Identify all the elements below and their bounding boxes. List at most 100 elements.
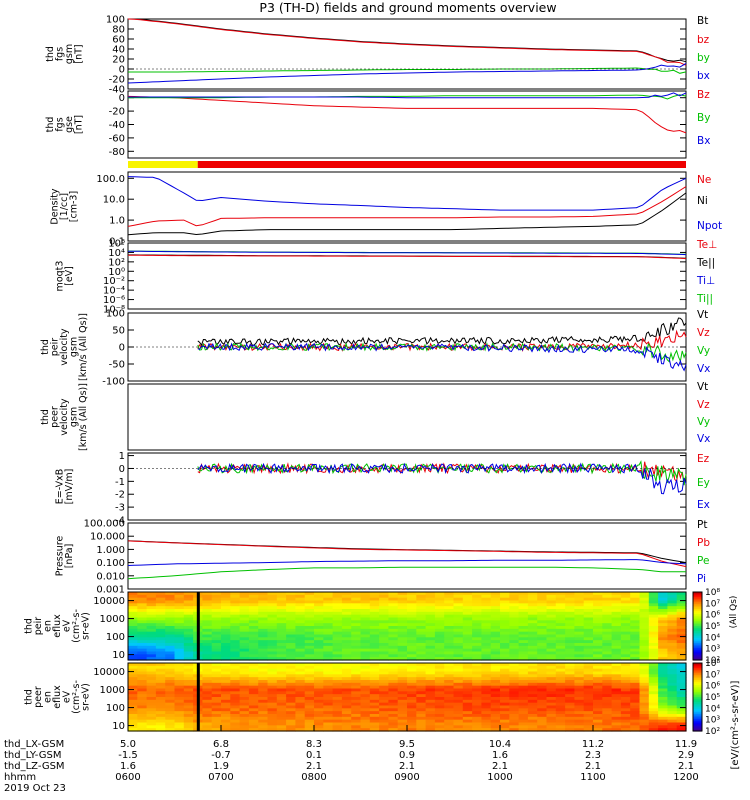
heatmap-cell (360, 722, 371, 726)
heatmap-cell (658, 714, 668, 718)
heatmap-cell (676, 657, 687, 661)
heatmap-cell (146, 714, 157, 718)
heatmap-cell (416, 691, 427, 695)
y-tick-label: 1.0 (109, 216, 125, 227)
heatmap-cell (527, 682, 538, 687)
heatmap-cell (574, 603, 585, 607)
heatmap-cell (323, 648, 334, 653)
heatmap-cell (574, 680, 585, 684)
heatmap-cell (407, 680, 417, 684)
heatmap-cell (630, 680, 641, 684)
heatmap-cell (630, 699, 641, 704)
heatmap-cell (183, 640, 194, 644)
heatmap-cell (667, 722, 678, 726)
heatmap-cell (620, 725, 631, 729)
heatmap-cell (546, 640, 557, 644)
heatmap-cell (658, 620, 668, 624)
heatmap-cell (221, 694, 231, 698)
heatmap-cell (583, 668, 594, 673)
heatmap-cell (230, 617, 241, 621)
heatmap-cell (565, 643, 575, 647)
heatmap-cell (351, 620, 362, 624)
heatmap-cell (137, 643, 148, 647)
heatmap-cell (611, 705, 622, 709)
heatmap-cell (453, 663, 464, 667)
heatmap-cell (155, 623, 166, 627)
heatmap-cell (676, 688, 687, 692)
heatmap-cell (183, 609, 194, 613)
heatmap-cell (500, 674, 510, 678)
heatmap-cell (286, 620, 296, 624)
heatmap-cell (388, 645, 399, 650)
heatmap-cell (639, 623, 650, 627)
heatmap-cell (462, 620, 473, 624)
heatmap-cell (416, 714, 427, 718)
heatmap-cell (518, 626, 529, 630)
heatmap-cell (239, 657, 250, 661)
heatmap-cell (444, 640, 455, 644)
heatmap-cell (295, 722, 306, 726)
heatmap-cell (593, 728, 603, 732)
heatmap-cell (276, 611, 287, 616)
heatmap-cell (602, 617, 613, 621)
heatmap-cell (276, 600, 287, 604)
heatmap-cell (546, 643, 557, 647)
heatmap-cell (444, 648, 455, 653)
heatmap-cell (295, 637, 306, 641)
heatmap-cell (351, 708, 362, 712)
heatmap-cell (518, 688, 529, 692)
heatmap-cell (583, 597, 594, 602)
heatmap-cell (444, 628, 455, 633)
heatmap-cell (202, 699, 213, 704)
heatmap-cell (639, 611, 650, 616)
heatmap-cell (332, 651, 343, 655)
heatmap-cell (332, 685, 343, 690)
heatmap-cell (276, 628, 287, 633)
heatmap-cell (593, 597, 603, 602)
y-tick-label: -20 (109, 107, 125, 118)
heatmap-cell (407, 694, 417, 698)
heatmap-cell (472, 691, 482, 695)
heatmap-cell (341, 714, 352, 718)
heatmap-cell (472, 628, 482, 633)
heatmap-cell (620, 694, 631, 698)
heatmap-cell (555, 688, 566, 692)
heatmap-cell (434, 671, 445, 675)
heatmap-cell (434, 592, 445, 596)
heatmap-cell (341, 592, 352, 596)
heatmap-cell (444, 592, 455, 596)
heatmap-cell (276, 705, 287, 709)
heatmap-cell (323, 634, 334, 638)
heatmap-cell (500, 594, 510, 599)
heatmap-cell (537, 640, 548, 644)
heatmap-cell (286, 714, 296, 718)
heatmap-cell (593, 634, 603, 638)
heatmap-cell (676, 600, 687, 604)
heatmap-cell (481, 620, 492, 624)
heatmap-cell (676, 694, 687, 698)
heatmap-cell (137, 691, 148, 695)
heatmap-cell (648, 640, 659, 644)
heatmap-cell (397, 643, 408, 647)
heatmap-cell (546, 637, 557, 641)
heatmap-cell (481, 699, 492, 704)
heatmap-cell (620, 685, 631, 690)
heatmap-cell (462, 682, 473, 687)
heatmap-cell (351, 614, 362, 619)
heatmap-cell (527, 702, 538, 707)
heatmap-cell (258, 665, 269, 670)
heatmap-cell (462, 645, 473, 650)
heatmap-cell (267, 643, 278, 647)
heatmap-cell (221, 594, 231, 599)
heatmap-cell (481, 603, 492, 607)
heatmap-cell (314, 648, 324, 653)
heatmap-cell (555, 597, 566, 602)
heatmap-cell (648, 699, 659, 704)
heatmap-cell (546, 614, 557, 619)
heatmap-cell (509, 645, 520, 650)
heatmap-cell (211, 680, 222, 684)
heatmap-cell (416, 600, 427, 604)
heatmap-cell (276, 634, 287, 638)
heatmap-cell (137, 714, 148, 718)
heatmap-cell (360, 640, 371, 644)
